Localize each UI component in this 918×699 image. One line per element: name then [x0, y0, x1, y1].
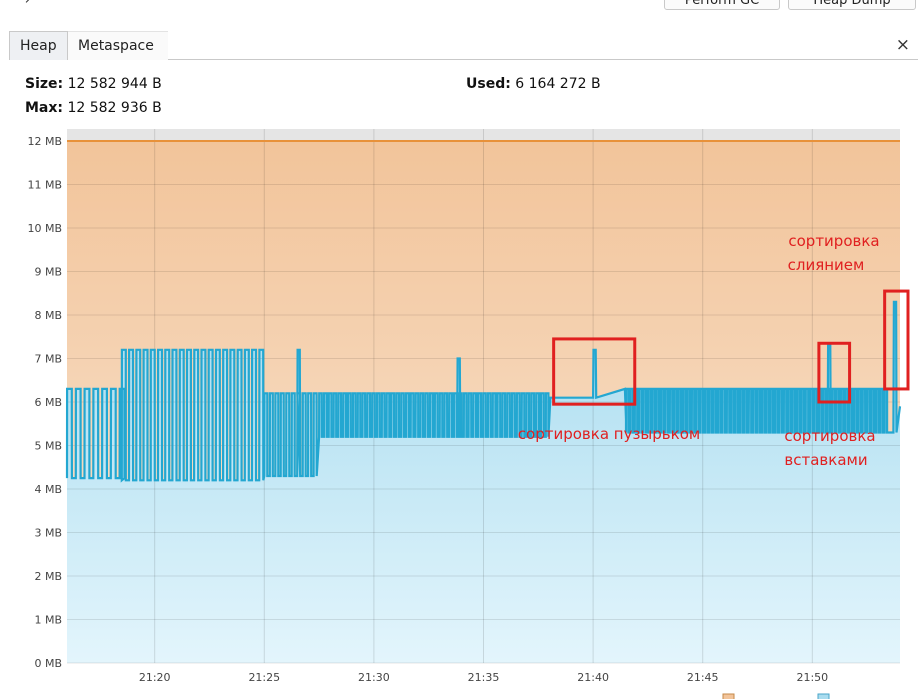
size-label: Size:: [25, 76, 64, 92]
annotation-text: сортировка: [788, 232, 879, 250]
annotation-text: сортировка пузырьком: [518, 425, 700, 443]
x-tick-label: 21:20: [139, 671, 171, 684]
x-tick-label: 21:50: [796, 671, 828, 684]
used-label: Used:: [466, 76, 511, 92]
legend-swatch-used: [817, 693, 830, 699]
y-tick-label: 4 MB: [34, 483, 62, 496]
axis-label-group: 0 MB 1 MB 2 MB 3 MB 4 MB 5 MB 6 MB 7 MB 8 MB 9 MB…: [27, 135, 828, 684]
y-tick-label: 10 MB: [27, 222, 62, 235]
close-icon[interactable]: ×: [895, 35, 910, 55]
annotation-box: [883, 289, 910, 391]
tab-heap[interactable]: Heap: [9, 31, 68, 60]
used-value: 6 164 272 B: [515, 76, 601, 92]
y-tick-label: 0 MB: [34, 657, 62, 670]
x-tick-label: 21:25: [248, 671, 280, 684]
y-tick-label: 1 MB: [34, 614, 62, 627]
perform-gc-button[interactable]: Perform GC: [664, 0, 780, 10]
restore-arrow-icon: ↗: [24, 0, 34, 6]
x-tick-label: 21:40: [577, 671, 609, 684]
max-value: 12 582 936 B: [67, 100, 162, 116]
y-tick-label: 9 MB: [34, 266, 62, 279]
annotation-text: слиянием: [788, 256, 865, 274]
y-tick-label: 11 MB: [27, 179, 62, 192]
y-tick-label: 6 MB: [34, 396, 62, 409]
used-stat: Used: 6 164 272 B: [466, 76, 601, 92]
x-tick-label: 21:35: [468, 671, 500, 684]
heap-dump-button[interactable]: Heap Dump: [788, 0, 916, 10]
used-area: [67, 301, 900, 663]
size-stat: Size: 12 582 944 B: [25, 76, 162, 92]
x-tick-label: 21:45: [687, 671, 719, 684]
annotation-box: [817, 341, 852, 404]
max-label: Max:: [25, 100, 64, 116]
annotation-group: сортировка пузырьком сортировка вставками с…: [518, 232, 910, 469]
y-tick-label: 5 MB: [34, 440, 62, 453]
size-value: 12 582 944 B: [67, 76, 162, 92]
tab-bar: Heap Metaspace ×: [9, 31, 918, 60]
annotation-text: сортировка: [784, 427, 875, 445]
y-tick-label: 8 MB: [34, 309, 62, 322]
annotation-box: [552, 337, 637, 406]
y-tick-label: 7 MB: [34, 353, 62, 366]
tab-metaspace[interactable]: Metaspace: [68, 31, 168, 60]
legend-swatch-size: [722, 693, 735, 699]
y-tick-label: 2 MB: [34, 570, 62, 583]
annotation-text: вставками: [784, 451, 867, 469]
max-stat: Max: 12 582 936 B: [25, 100, 162, 116]
used-area-group: [67, 301, 900, 663]
x-tick-label: 21:30: [358, 671, 390, 684]
used-line: [65, 300, 902, 483]
y-tick-label: 12 MB: [27, 135, 62, 148]
y-tick-label: 3 MB: [34, 527, 62, 540]
series-line-group: [65, 140, 902, 483]
